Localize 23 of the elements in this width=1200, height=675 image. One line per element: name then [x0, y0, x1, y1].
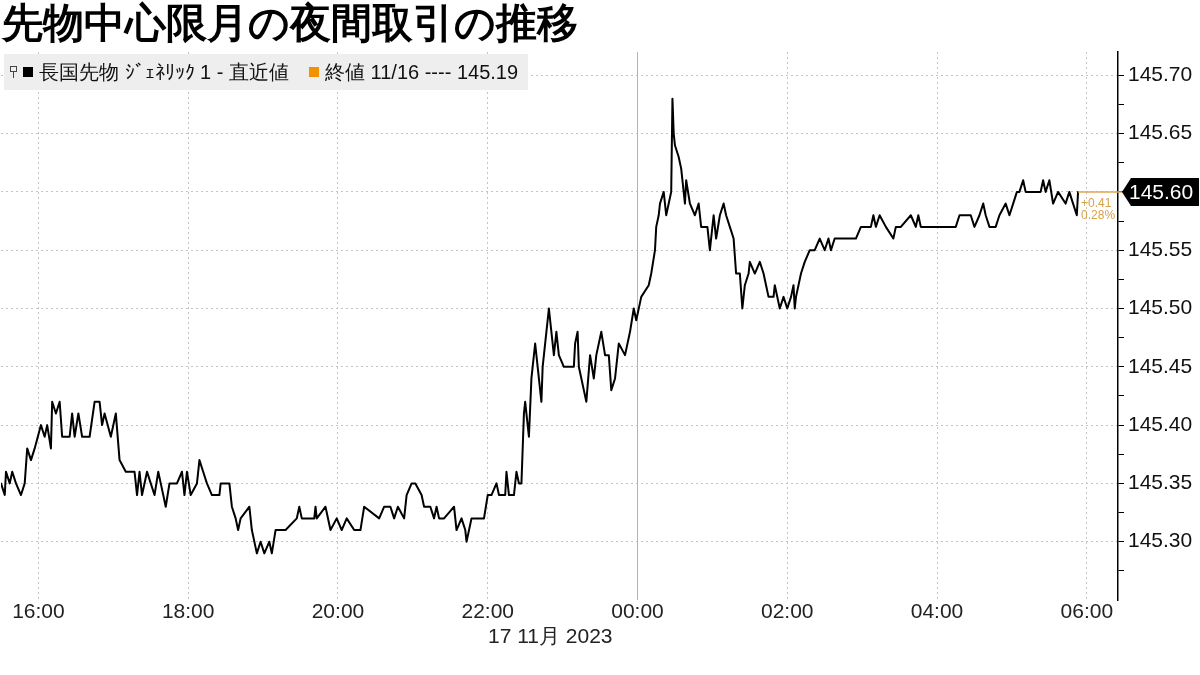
y-tick-label: 145.35: [1128, 470, 1193, 494]
ref-line-label: 17 11月 2023: [487, 623, 613, 647]
annotation: 0.28%: [1081, 207, 1116, 222]
x-tick-label: 20:00: [311, 599, 365, 623]
y-tick-label: 145.55: [1128, 237, 1193, 261]
y-tick-label: 145.50: [1128, 295, 1193, 319]
y-tick-label: 145.40: [1128, 411, 1193, 435]
annotation: +0.41: [1081, 195, 1112, 210]
y-tick-label: 145.45: [1128, 353, 1193, 377]
x-tick-label: 00:00: [611, 599, 664, 623]
x-tick-label: 04:00: [910, 599, 964, 623]
chart-title: 先物中心限月の夜間取引の推移: [2, 0, 578, 47]
x-tick-label: 06:00: [1060, 599, 1114, 623]
x-tick-label: 02:00: [760, 599, 814, 623]
y-tick-label: 145.65: [1128, 120, 1193, 144]
x-tick-label: 18:00: [161, 599, 215, 623]
legend-label: 長国先物 ｼﾞｪﾈﾘｯｸ 1 - 直近値: [39, 59, 290, 85]
data-label: 145.60: [1129, 179, 1194, 203]
x-tick-label: 16:00: [12, 599, 65, 623]
x-tick-label: 22:00: [461, 599, 515, 623]
y-tick-label: 145.30: [1128, 528, 1193, 552]
annotation: 終値 11/16 ---- 145.19: [325, 59, 519, 85]
y-tick-label: 145.70: [1128, 62, 1193, 86]
